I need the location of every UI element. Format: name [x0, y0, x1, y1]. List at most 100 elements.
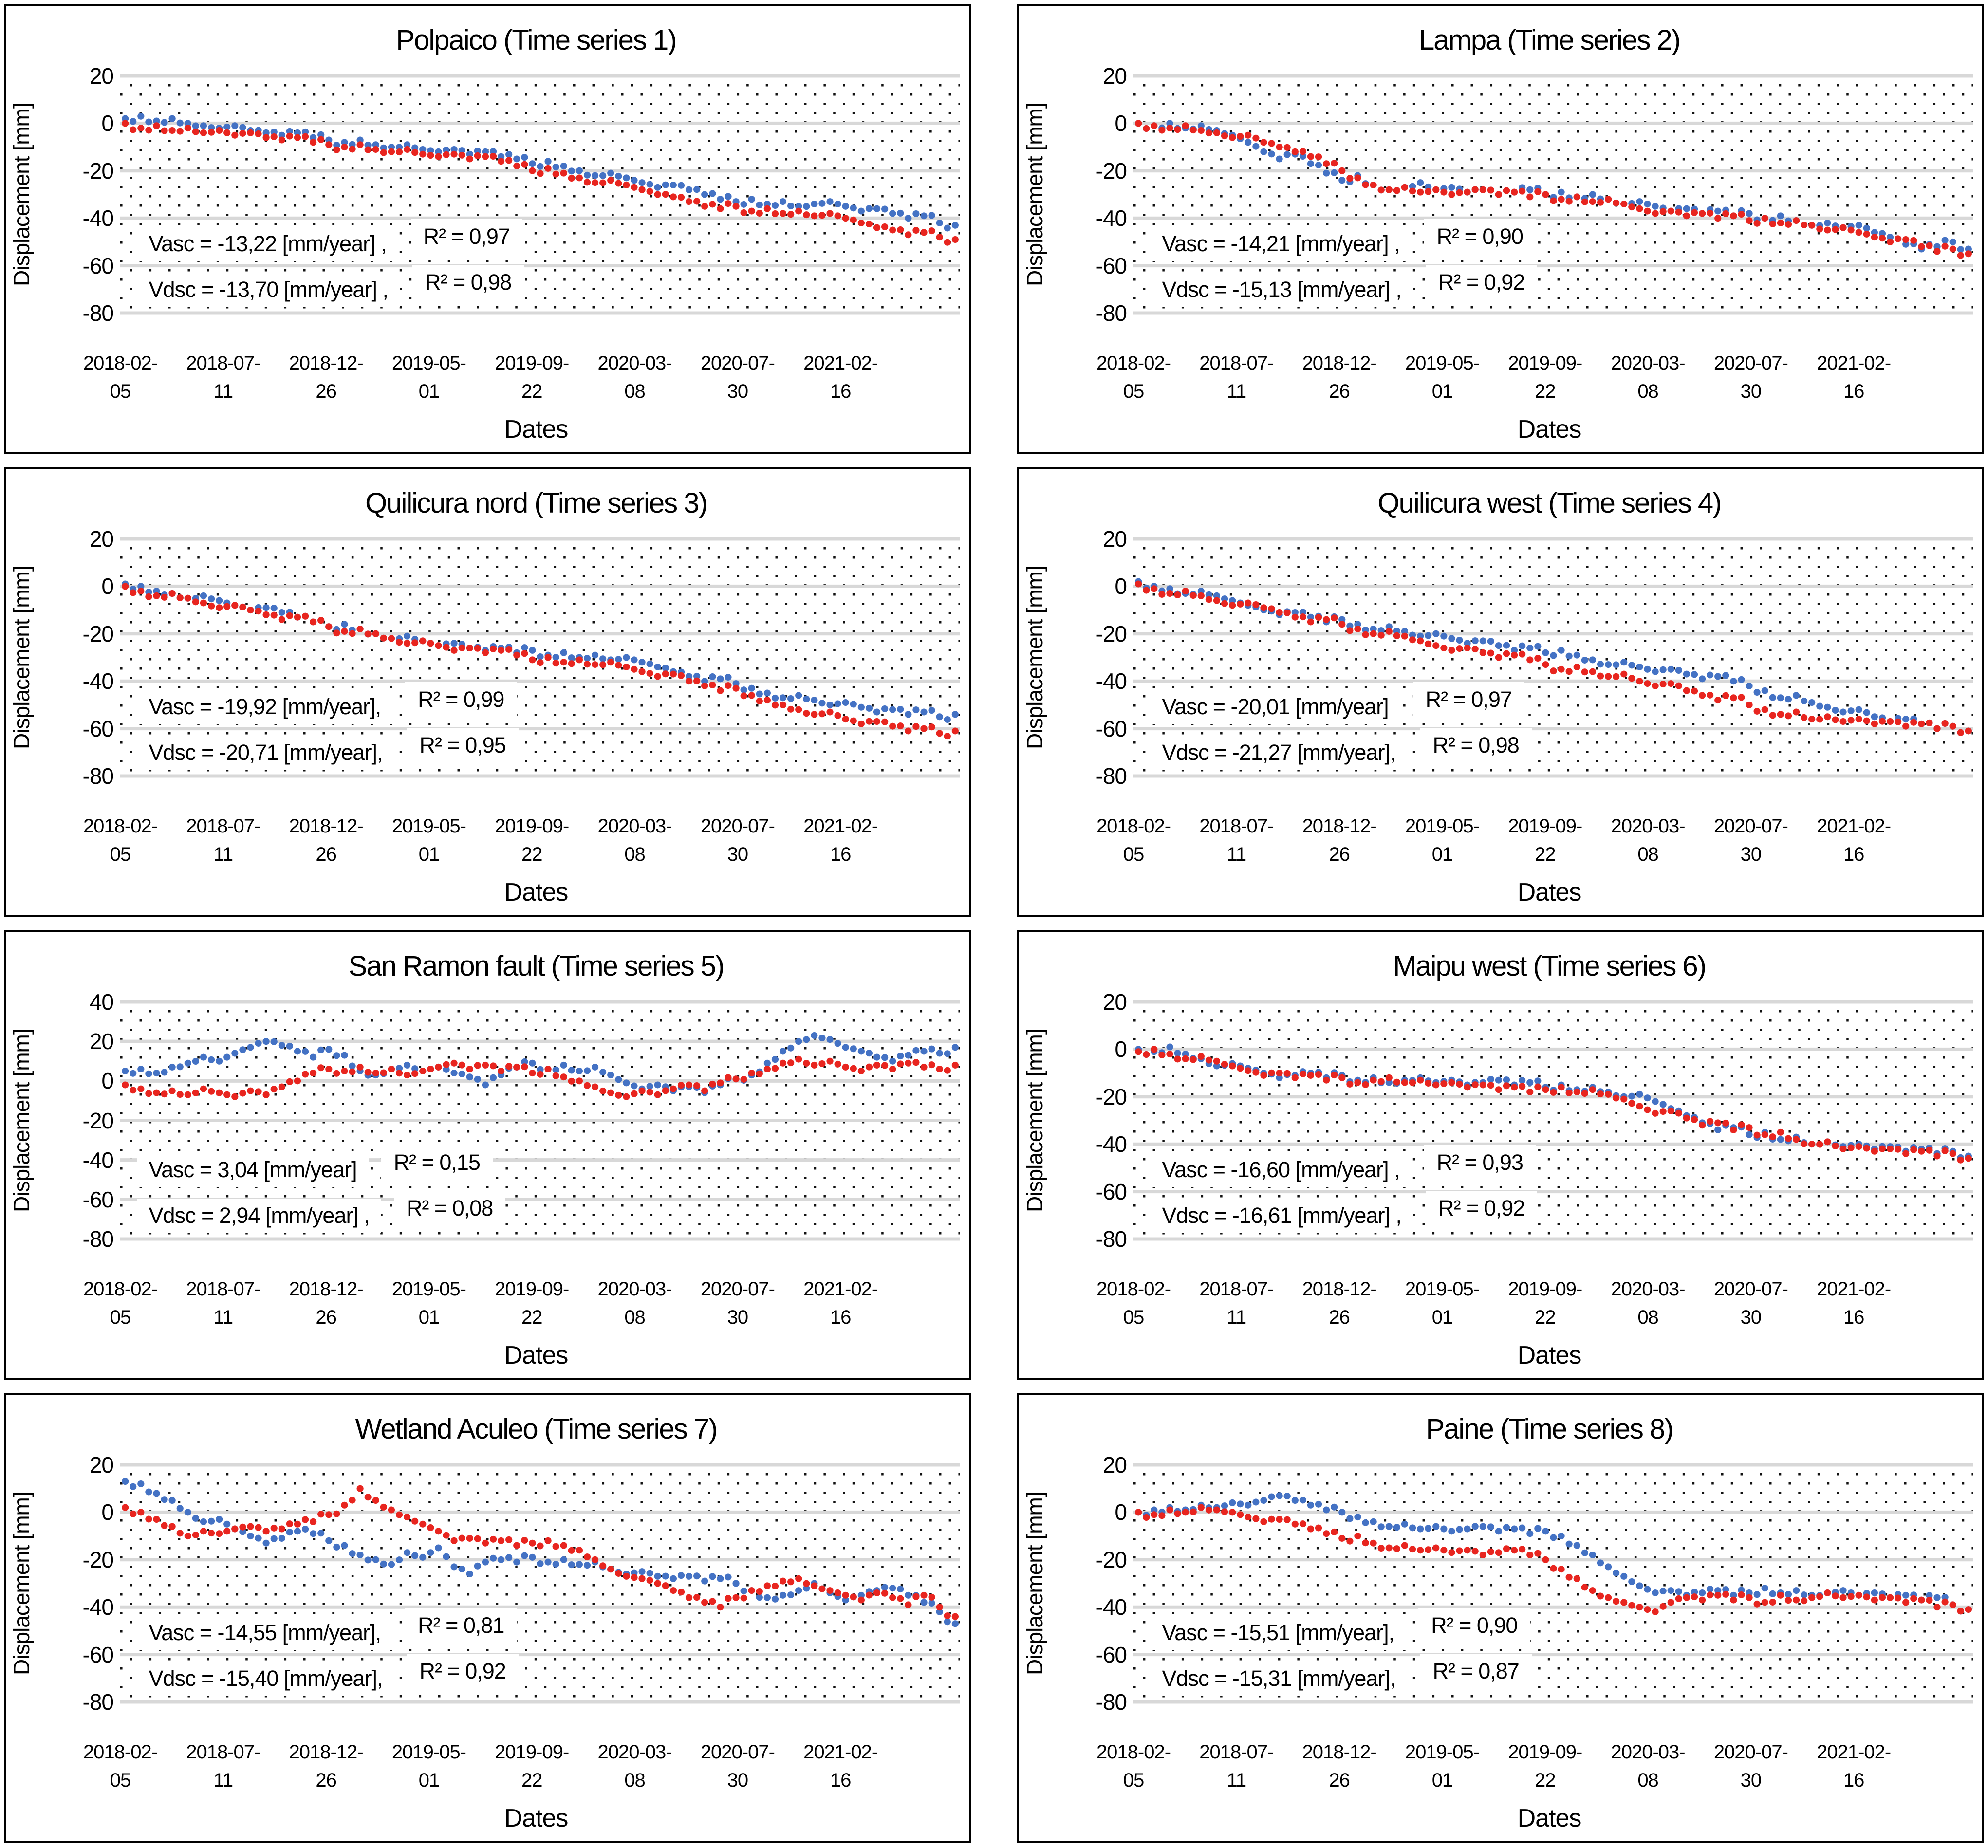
x-tick-labels: 2018-02- 05 2018-07- 11 2018-12- 26 2019-05- 01… [1096, 1704, 1973, 1804]
plot-area: Vasc = 3,04 [mm/year] R² = 0,15 Vdsc = 2… [120, 1000, 960, 1241]
y-tick-labels: 20 0 -20 -40 -60 -80 [37, 1452, 120, 1715]
vdsc-label: Vdsc = -21,27 [mm/year], [1150, 736, 1408, 770]
x-tick-line2: 26 [316, 844, 337, 865]
x-tick-line2: 22 [521, 1307, 543, 1328]
x-tick-line2: 05 [1123, 1307, 1145, 1328]
vasc-r2: R² = 0,97 [410, 219, 522, 256]
x-tick-line1: 2019-09- [1508, 1741, 1582, 1763]
chart-area: Displacement [mm] 40 20 0 -20 -40 -60 -80 Vasc… [6, 989, 969, 1252]
plot-area: Vasc = -15,51 [mm/year], R² = 0,90 Vdsc … [1133, 1463, 1973, 1704]
y-tick-label: -20 [1096, 158, 1127, 184]
chart-area: Displacement [mm] 20 0 -20 -40 -60 -80 Vasc =… [1019, 1452, 1982, 1715]
x-tick-line1: 2018-07- [186, 1278, 260, 1300]
x-tick-line1: 2018-07- [186, 1741, 260, 1763]
vdsc-label: Vdsc = -16,61 [mm/year] , [1150, 1199, 1413, 1233]
x-tick-line1: 2018-12- [289, 352, 364, 374]
vdsc-r2: R² = 0,92 [1425, 1190, 1538, 1228]
y-tick-label: -20 [1096, 1084, 1127, 1109]
figure-page: Polpaico (Time series 1) Displacement [m… [4, 4, 1984, 1844]
y-tick-label: 20 [89, 1452, 114, 1478]
y-tick-label: -20 [1096, 1547, 1127, 1572]
x-tick-line1: 2020-07- [1713, 352, 1788, 374]
x-tick-line2: 01 [418, 1307, 440, 1328]
chart-title: Quilicura west (Time series 4) [1377, 487, 1722, 519]
x-tick-label: 2018-12- 26 [289, 1275, 364, 1331]
x-tick-line1: 2019-09- [1508, 1278, 1582, 1300]
x-tick-line2: 26 [316, 1770, 337, 1791]
x-tick-line1: 2020-07- [700, 352, 775, 374]
y-tick-label: -60 [82, 1186, 114, 1212]
plot-area: Vasc = -20,01 [mm/year] R² = 0,97 Vdsc =… [1133, 537, 1973, 778]
x-tick-label: 2021-02- 16 [803, 1738, 878, 1794]
x-tick-label: 2018-12- 26 [1302, 1275, 1377, 1331]
y-tick-label: -40 [1096, 1131, 1127, 1157]
vasc-r2: R² = 0,81 [405, 1608, 517, 1645]
x-tick-line2: 22 [521, 1770, 543, 1791]
y-axis-title: Displacement [mm] [9, 1029, 34, 1212]
x-tick-label: 2018-02- 05 [1096, 1275, 1171, 1331]
x-tick-line2: 01 [1431, 1770, 1453, 1791]
y-tick-labels: 20 0 -20 -40 -60 -80 [1050, 526, 1133, 789]
x-tick-line1: 2020-07- [700, 1741, 775, 1763]
vasc-label: Vasc = -15,51 [mm/year], [1150, 1616, 1406, 1650]
vasc-annotation: Vasc = -15,51 [mm/year], R² = 0,90 [1150, 1608, 1530, 1652]
x-tick-line2: 11 [1226, 1307, 1247, 1328]
series-descending [1135, 1504, 1972, 1615]
gridlines [120, 1463, 960, 1704]
vdsc-label: Vdsc = -20,71 [mm/year], [137, 736, 394, 770]
x-tick-line1: 2019-05- [1405, 815, 1480, 837]
plot-area: Vasc = -14,21 [mm/year] , R² = 0,90 Vdsc… [1133, 74, 1973, 315]
x-tick-label: 2018-02- 05 [83, 1275, 158, 1331]
x-tick-line2: 16 [830, 1307, 852, 1328]
x-tick-line1: 2018-12- [289, 815, 364, 837]
x-tick-label: 2018-07- 11 [186, 812, 260, 869]
x-tick-label: 2019-09- 22 [1508, 349, 1582, 406]
x-tick-line2: 08 [1637, 844, 1659, 865]
x-tick-line1: 2021-02- [803, 815, 878, 837]
vasc-label: Vasc = -19,92 [mm/year], [137, 690, 393, 724]
y-tick-label: -60 [82, 253, 114, 278]
chart-title: Quilicura nord (Time series 3) [365, 487, 708, 519]
x-tick-line1: 2018-12- [1302, 815, 1377, 837]
y-tick-label: 0 [101, 1499, 114, 1525]
x-tick-line1: 2021-02- [803, 352, 878, 374]
y-tick-label: -40 [82, 205, 114, 231]
y-tick-label: -60 [1096, 253, 1127, 278]
x-tick-label: 2020-03- 08 [598, 1275, 672, 1331]
x-tick-line2: 26 [1329, 1307, 1350, 1328]
x-tick-line2: 01 [1431, 1307, 1453, 1328]
x-tick-label: 2019-05- 01 [1405, 1275, 1480, 1331]
x-tick-line1: 2018-12- [1302, 352, 1377, 374]
y-tick-labels: 20 0 -20 -40 -60 -80 [1050, 1452, 1133, 1715]
y-tick-labels: 20 0 -20 -40 -60 -80 [37, 526, 120, 789]
y-tick-label: -40 [1096, 205, 1127, 231]
x-tick-line2: 08 [624, 381, 646, 402]
x-tick-line1: 2018-07- [1199, 1741, 1274, 1763]
y-axis-title: Displacement [mm] [1022, 1492, 1047, 1675]
y-tick-label: 20 [1102, 63, 1127, 89]
x-tick-line1: 2020-03- [597, 1278, 672, 1300]
plot-svg [1133, 74, 1973, 315]
vasc-label: Vasc = -16,60 [mm/year] , [1150, 1153, 1412, 1187]
x-tick-line2: 05 [1123, 844, 1145, 865]
y-tick-label: -80 [82, 1689, 114, 1715]
x-tick-line1: 2020-07- [700, 815, 775, 837]
vasc-annotation: Vasc = -16,60 [mm/year] , R² = 0,93 [1150, 1145, 1536, 1189]
x-tick-label: 2020-03- 08 [1611, 1738, 1686, 1794]
x-tick-line1: 2019-05- [1405, 1741, 1480, 1763]
chart-panel: Maipu west (Time series 6) Displacement … [1017, 930, 1984, 1380]
y-tick-label: -80 [1096, 1689, 1127, 1715]
y-tick-label: -60 [1096, 1642, 1127, 1667]
x-tick-line2: 08 [1637, 381, 1659, 402]
series-descending [122, 1485, 959, 1620]
x-axis-title: Dates [1517, 878, 1582, 906]
vdsc-label: Vdsc = -15,40 [mm/year], [137, 1662, 394, 1696]
plot-svg [1133, 1463, 1973, 1704]
x-axis-title: Dates [1517, 1804, 1582, 1832]
vasc-r2: R² = 0,15 [381, 1145, 493, 1182]
vdsc-r2: R² = 0,98 [1420, 727, 1532, 765]
vdsc-r2: R² = 0,92 [407, 1653, 519, 1691]
x-tick-line1: 2018-02- [83, 1278, 158, 1300]
x-axis-title: Dates [1517, 415, 1582, 444]
chart-area: Displacement [mm] 20 0 -20 -40 -60 -80 Vasc =… [1019, 63, 1982, 326]
